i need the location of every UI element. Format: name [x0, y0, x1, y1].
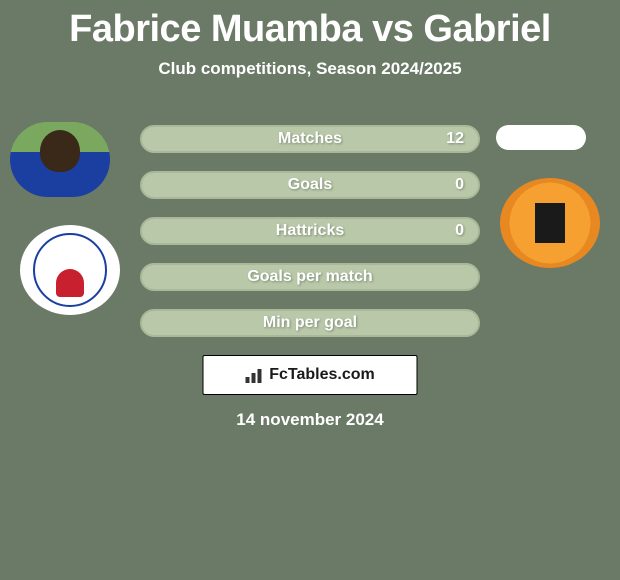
page-subtitle: Club competitions, Season 2024/2025 — [0, 59, 620, 79]
club-logo-right — [500, 178, 600, 268]
chart-icon — [245, 367, 265, 383]
date-text: 14 november 2024 — [236, 410, 383, 430]
stat-label: Matches — [278, 130, 342, 148]
stat-label: Min per goal — [263, 314, 357, 332]
stat-row: Goals per match — [140, 263, 480, 291]
stat-row: Min per goal — [140, 309, 480, 337]
stat-value-right: 0 — [455, 176, 464, 194]
stat-label: Goals — [288, 176, 332, 194]
page-title: Fabrice Muamba vs Gabriel — [0, 0, 620, 51]
player-photo-left — [10, 122, 110, 197]
stat-row: Matches 12 — [140, 125, 480, 153]
stat-label: Hattricks — [276, 222, 344, 240]
club-logo-left — [20, 225, 120, 315]
stats-area: Matches 12 Goals 0 Hattricks 0 Goals per… — [140, 125, 480, 355]
stat-row: Hattricks 0 — [140, 217, 480, 245]
stat-label: Goals per match — [247, 268, 372, 286]
stat-value-right: 12 — [446, 130, 464, 148]
player-photo-right — [496, 125, 586, 150]
stat-row: Goals 0 — [140, 171, 480, 199]
brand-text: FcTables.com — [269, 366, 375, 384]
branding-box: FcTables.com — [203, 355, 418, 395]
stat-value-right: 0 — [455, 222, 464, 240]
